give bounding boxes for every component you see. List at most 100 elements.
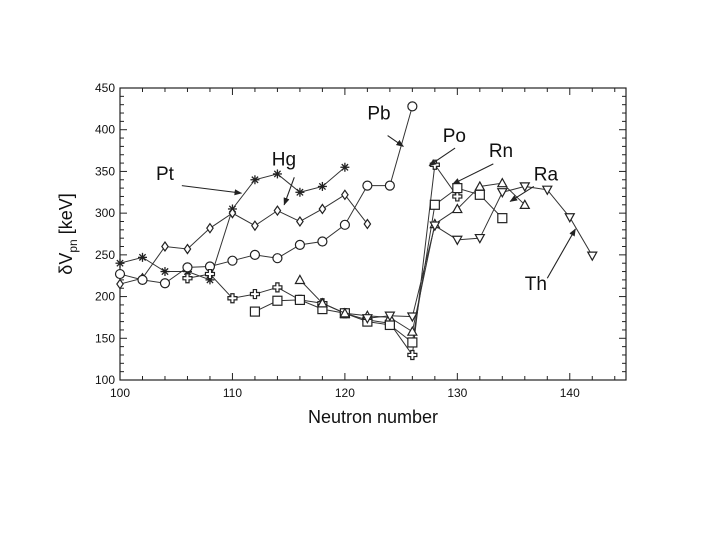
data-point: [272, 169, 282, 179]
y-tick-label: 300: [95, 206, 115, 220]
series-pb: [114, 101, 418, 289]
data-point: [116, 278, 124, 290]
series-rn: [249, 183, 508, 348]
data-point: [294, 239, 306, 250]
annotation-arrow: [283, 177, 295, 206]
data-point: [384, 180, 395, 191]
data-point: [318, 203, 327, 215]
series-ra: [294, 177, 531, 336]
annotation-arrow: [509, 185, 535, 202]
y-tick-label: 100: [95, 373, 115, 387]
data-point: [496, 188, 508, 199]
y-axis-label-unit: [keV]: [56, 193, 76, 239]
x-tick-label: 120: [335, 386, 355, 400]
data-point: [160, 267, 170, 277]
data-point: [384, 319, 395, 331]
data-point: [204, 268, 216, 280]
data-point: [251, 220, 259, 232]
annotation-arrow: [428, 147, 456, 167]
data-point: [317, 181, 327, 191]
data-point: [296, 215, 304, 228]
data-point: [114, 268, 126, 280]
data-point: [564, 213, 576, 224]
annotation-arrow: [546, 228, 576, 279]
data-point: [182, 273, 193, 284]
annotations: Pt Hg Pb Po Rn Ra Th: [156, 104, 559, 295]
x-axis-label: Neutron number: [308, 407, 438, 427]
annotation-label: Ra: [534, 165, 559, 186]
data-point: [452, 191, 463, 202]
data-point: [161, 240, 169, 253]
data-point: [586, 251, 598, 262]
series-th: [361, 182, 598, 324]
data-point: [429, 199, 440, 210]
data-point: [206, 222, 214, 234]
annotation-label: Po: [443, 126, 466, 147]
series-hg: [116, 189, 372, 290]
data-point: [474, 233, 486, 244]
data-point: [137, 274, 148, 285]
data-point: [316, 297, 328, 308]
x-tick-label: 110: [223, 386, 242, 400]
x-tick-label: 140: [560, 386, 580, 400]
data-point: [474, 189, 485, 200]
data-point: [452, 183, 463, 194]
annotation-arrow: [181, 185, 243, 196]
data-point: [496, 177, 508, 188]
y-axis-label-main: δV: [56, 253, 76, 275]
series-line: [299, 182, 526, 333]
data-point: [272, 295, 283, 306]
data-point: [406, 312, 418, 323]
data-point: [272, 282, 283, 293]
data-point: [249, 306, 261, 317]
plot-frame: [119, 87, 627, 381]
y-tick-label: 250: [95, 248, 115, 262]
data-point: [361, 314, 373, 324]
data-point: [340, 162, 350, 172]
data-point: [474, 180, 486, 191]
data-point: [451, 203, 463, 214]
data-point: [339, 219, 350, 230]
series-line: [119, 106, 413, 284]
data-point: [407, 337, 418, 348]
y-axis-label-sub: pn: [66, 239, 80, 252]
annotation-label: Rn: [489, 141, 513, 162]
data-point: [541, 185, 553, 196]
data-point: [339, 307, 351, 318]
data-point: [115, 258, 125, 268]
y-tick-label: 400: [95, 123, 115, 137]
data-point: [294, 274, 306, 285]
y-tick-label: 200: [95, 290, 115, 304]
y-tick-label: 450: [95, 81, 115, 95]
series-line: [119, 194, 368, 285]
data-point: [407, 349, 418, 361]
data-point: [273, 205, 282, 217]
data-point: [451, 235, 463, 246]
data-point: [249, 249, 261, 260]
data-point: [362, 180, 373, 191]
series-group: [114, 101, 598, 361]
data-point: [406, 325, 418, 336]
data-point: [272, 253, 283, 264]
data-point: [429, 221, 441, 232]
data-point: [519, 182, 531, 193]
annotation-label: Pb: [367, 104, 390, 125]
data-point: [137, 252, 147, 262]
data-point: [317, 236, 328, 247]
annotation-label: Th: [525, 274, 547, 295]
annotation-arrow: [452, 163, 494, 185]
data-point: [249, 288, 261, 300]
annotation-label: Hg: [272, 150, 296, 171]
data-point: [407, 101, 418, 112]
annotation-arrow: [387, 135, 404, 147]
data-point: [295, 187, 305, 197]
data-point: [227, 255, 238, 266]
data-point: [384, 311, 396, 322]
y-axis: 100 150 200 250 300 350 400 450: [95, 81, 626, 387]
data-point: [363, 218, 372, 230]
data-point: [182, 262, 193, 273]
data-point: [228, 207, 237, 219]
y-tick-label: 350: [95, 164, 115, 178]
x-tick-label: 100: [110, 386, 130, 400]
